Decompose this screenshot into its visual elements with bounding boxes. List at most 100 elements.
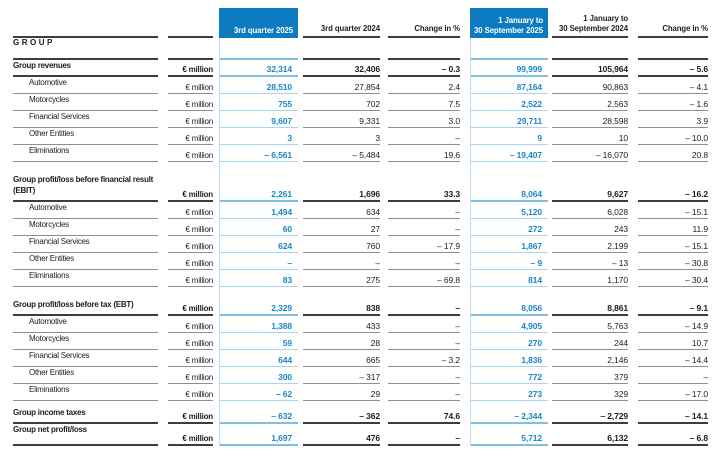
- row-label: Eliminations: [29, 271, 70, 280]
- value-text: 59: [282, 338, 292, 348]
- unit-cell: € million: [168, 367, 213, 384]
- unit-cell: € million: [168, 350, 213, 367]
- value-cell: – 16.2: [638, 174, 708, 202]
- header-9m-2024: 1 January to 30 September 2024: [552, 0, 628, 38]
- row-label: Group profit/loss before financial resul…: [13, 175, 153, 184]
- value-cell: – 30.4: [638, 270, 708, 287]
- value-cell: 6,132: [552, 424, 628, 446]
- value-text: 2,261: [271, 189, 292, 199]
- unit-label: € million: [182, 434, 213, 443]
- value-cell: 702: [303, 94, 380, 111]
- value-cell: 29: [303, 384, 380, 401]
- value-cell: 300: [219, 367, 298, 384]
- value-cell: 1,867: [470, 236, 548, 253]
- value-text: – 62: [275, 389, 292, 399]
- value-cell: –: [219, 253, 298, 270]
- value-cell: 105,964: [552, 60, 628, 77]
- value-cell: 19.6: [388, 145, 460, 162]
- value-text: 27,854: [354, 82, 381, 92]
- value-text: – 17.9: [436, 241, 460, 251]
- table-header-row: 3rd quarter 2025 3rd quarter 2024 Change…: [13, 0, 708, 38]
- table-row: Motorcycles € million 59 28 – 270 244 10.7: [13, 333, 708, 350]
- value-cell: –: [388, 367, 460, 384]
- value-text: 3: [287, 133, 292, 143]
- table-row: Automotive € million 1,388 433 – 4,905 5,763 – …: [13, 316, 708, 333]
- value-cell: 6,028: [552, 202, 628, 219]
- value-text: – 13: [611, 258, 628, 268]
- value-cell: 59: [219, 333, 298, 350]
- value-cell: 5,120: [470, 202, 548, 219]
- value-text: –: [455, 258, 460, 268]
- unit-label: € million: [185, 276, 213, 285]
- unit-label: € million: [185, 83, 213, 92]
- unit-cell: € million: [168, 424, 213, 446]
- unit-cell: € million: [168, 60, 213, 77]
- value-cell: 3: [219, 128, 298, 145]
- value-cell: 755: [219, 94, 298, 111]
- value-cell: – 69.8: [388, 270, 460, 287]
- value-text: 105,964: [597, 64, 628, 74]
- value-text: – 6,561: [264, 150, 292, 160]
- value-text: 634: [366, 207, 380, 217]
- value-cell: 243: [552, 219, 628, 236]
- group-section-cell: [303, 38, 380, 60]
- table-body: Group revenues € million 32,314 32,406 – 0.3…: [13, 60, 708, 446]
- value-cell: – 17.9: [388, 236, 460, 253]
- table-row: Motorcycles € million 755 702 7.5 2,522 2,563 –…: [13, 94, 708, 111]
- unit-label: € million: [185, 134, 213, 143]
- value-cell: – 30.8: [638, 253, 708, 270]
- header-change-9m: Change in %: [638, 0, 708, 38]
- unit-label: € million: [185, 151, 213, 160]
- value-cell: 2,261: [219, 174, 298, 202]
- value-text: 27: [370, 224, 380, 234]
- unit-label: € million: [185, 208, 213, 217]
- value-cell: 634: [303, 202, 380, 219]
- value-text: – 9: [530, 258, 542, 268]
- value-cell: – 6,561: [219, 145, 298, 162]
- header-q3-2025: 3rd quarter 2025: [219, 8, 298, 38]
- value-cell: 4,905: [470, 316, 548, 333]
- row-label-cell: Group profit/loss before financial resul…: [13, 174, 158, 202]
- value-cell: 2,522: [470, 94, 548, 111]
- value-cell: 32,406: [303, 60, 380, 77]
- row-label-cell: Eliminations: [13, 384, 158, 401]
- table-row: Other Entities € million 300 – 317 – 772 379 –: [13, 367, 708, 384]
- value-text: 99,999: [516, 64, 543, 74]
- row-label: Motorcycles: [29, 334, 69, 343]
- header-9m-2024-line1: 1 January to: [583, 14, 628, 23]
- accent-vline-9m-2025: [470, 38, 471, 446]
- value-text: 243: [614, 224, 628, 234]
- value-text: 90,863: [602, 82, 629, 92]
- value-text: 10: [618, 133, 628, 143]
- value-text: 272: [528, 224, 542, 234]
- value-cell: – 1.6: [638, 94, 708, 111]
- accent-vline-q3-2025: [219, 38, 220, 446]
- table-row: Group income taxes € million – 632 – 362 74.…: [13, 407, 708, 424]
- value-cell: 27,854: [303, 77, 380, 94]
- value-text: 20.8: [691, 150, 708, 160]
- value-text: 1,494: [271, 207, 292, 217]
- value-text: –: [455, 207, 460, 217]
- value-text: –: [287, 258, 292, 268]
- value-text: –: [375, 258, 380, 268]
- value-cell: 99,999: [470, 60, 548, 77]
- table-row: Financial Services € million 624 760 – 17.9 1…: [13, 236, 708, 253]
- unit-label: € million: [182, 304, 213, 313]
- row-label: Financial Services: [29, 351, 90, 360]
- row-label-cell: Other Entities: [13, 128, 158, 145]
- value-text: 1,836: [521, 355, 542, 365]
- value-text: 32,406: [354, 64, 381, 74]
- value-text: 379: [614, 372, 628, 382]
- value-cell: 7.5: [388, 94, 460, 111]
- value-text: 9,627: [607, 189, 628, 199]
- row-label: Group net profit/loss: [13, 425, 87, 434]
- row-label: Automotive: [29, 203, 67, 212]
- header-q3-2025-label: 3rd quarter 2025: [233, 25, 293, 35]
- value-cell: – 4.1: [638, 77, 708, 94]
- value-cell: 665: [303, 350, 380, 367]
- value-cell: 2.4: [388, 77, 460, 94]
- value-cell: 9,331: [303, 111, 380, 128]
- unit-cell: € million: [168, 219, 213, 236]
- value-cell: – 362: [303, 407, 380, 424]
- value-cell: – 0.3: [388, 60, 460, 77]
